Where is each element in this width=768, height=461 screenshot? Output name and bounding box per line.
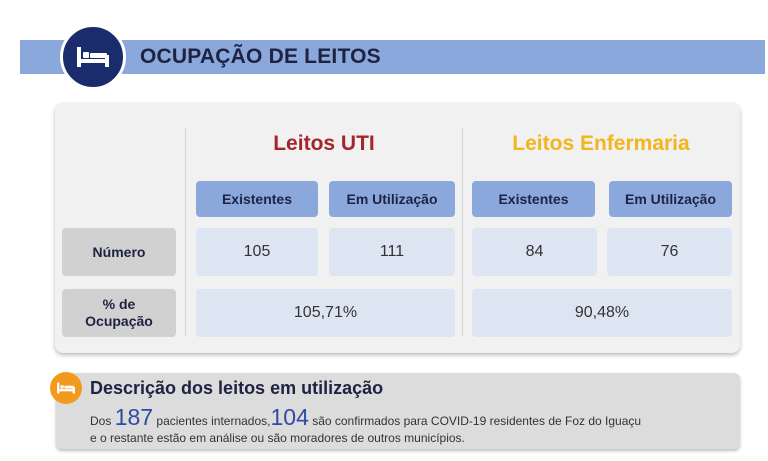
enf-existentes-header: Existentes [472,181,595,217]
page-title: OCUPAÇÃO DE LEITOS [140,45,381,68]
row-label-ocupacao: % de Ocupação [62,289,176,337]
uti-existentes-header: Existentes [196,181,318,217]
confirmados-count: 104 [270,404,309,430]
enf-ocupacao-value: 90,48% [472,289,732,337]
uti-em-utilizacao-header: Em Utilização [329,181,455,217]
row-label-ocupacao-line2: Ocupação [85,313,153,329]
header-icon-badge [60,24,126,90]
description-icon-badge [50,372,82,404]
enfermaria-group-title: Leitos Enfermaria [512,132,690,155]
uti-em-utilizacao-value: 111 [329,228,455,276]
enf-em-utilizacao-header: Em Utilização [609,181,732,217]
internados-count: 187 [114,404,154,430]
description-panel [56,373,740,449]
row-label-numero: Número [62,228,176,276]
divider-middle [462,128,463,336]
bed-icon [77,47,109,67]
uti-ocupacao-value: 105,71% [196,289,455,337]
uti-existentes-value: 105 [196,228,318,276]
row-label-ocupacao-line1: % de [102,296,136,312]
divider-left [185,128,186,336]
description-suffix: são confirmados para COVID-19 residentes… [312,414,642,428]
section-header-bar [20,40,765,74]
bed-icon [57,382,75,394]
enf-existentes-value: 84 [472,228,597,276]
uti-group-title: Leitos UTI [273,132,375,155]
description-text-line2: e o restante estão em análise ou são mor… [90,431,465,445]
enf-em-utilizacao-value: 76 [607,228,732,276]
description-title: Descrição dos leitos em utilização [90,378,384,398]
description-middle: pacientes internados, [156,414,271,428]
description-prefix: Dos [90,414,112,428]
description-text-line1: Dos 187 pacientes internados,104 são con… [90,404,641,431]
